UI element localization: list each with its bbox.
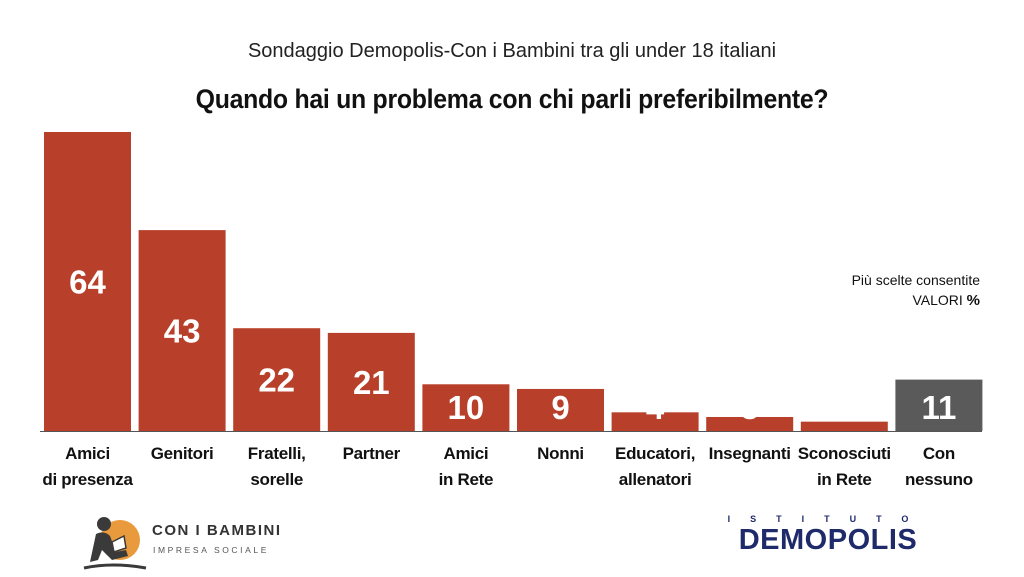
category-label: Partner [321,441,421,467]
bar [800,421,888,431]
con-i-bambini-logo: CON I BAMBINI IMPRESA SOCIALE [82,512,282,572]
category-label-line: Amici [443,444,489,463]
demopolis-wordmark: DEMOPOLIS [738,524,918,556]
bar [895,379,983,431]
category-label: Con nessuno [889,441,989,493]
bar [327,332,415,431]
category-label-line: nessuno [904,470,973,489]
note-multiple-choice: Più scelte consentite [851,272,980,288]
category-label: Amici in Rete [416,441,516,493]
note-values: VALORI % [852,290,980,311]
category-label-line: di presenza [42,470,133,489]
bar-value-label: 22 [258,362,295,399]
chart-subtitle: Sondaggio Demopolis-Con i Bambini tra gl… [247,40,777,62]
category-label: Nonni [511,441,611,467]
category-label-line: Insegnanti [708,444,791,463]
category-label-line: Sconosciuti [797,444,891,463]
con-i-bambini-brand: CON I BAMBINI [152,522,282,539]
category-label: Sconosciuti in Rete [794,441,894,493]
category-label-line: Educatori, [615,444,696,463]
demopolis-istituto: ISTITUTO [727,514,929,524]
bar-value-label: 9 [551,389,569,426]
chart-note: Più scelte consentite VALORI % [852,270,980,311]
bar-value-label: 3 [741,389,759,426]
category-label: Insegnanti [700,441,800,467]
demopolis-logo: ISTITUTO DEMOPOLIS [712,514,944,556]
bar [422,384,510,431]
bar-value-label: 4 [646,389,665,426]
note-values-unit: % [966,292,980,309]
child-reading-icon [83,517,147,570]
category-label: Educatori, allenatori [605,441,705,493]
bar [706,416,794,431]
bar [44,132,131,431]
category-label: Fratelli, sorelle [227,441,327,493]
category-label: Genitori [132,441,232,467]
bar [517,388,604,431]
bar-value-label: 11 [921,389,956,426]
bar-value-label: 21 [353,364,390,401]
bar [611,412,699,431]
category-label-line: Fratelli, [247,444,306,463]
category-label-line: Con [922,444,955,463]
category-label-line: Partner [342,444,401,463]
bar-value-label: 43 [164,313,201,350]
category-label-line: in Rete [817,470,872,489]
con-i-bambini-sub: IMPRESA SOCIALE [153,545,269,555]
bar-value-label: 2 [835,389,853,426]
chart-title: Quando hai un problema con chi parli pre… [195,84,829,114]
category-label-line: in Rete [438,470,494,489]
note-values-prefix: VALORI [912,292,967,308]
bar-value-label: 10 [448,389,485,426]
category-label-line: allenatori [618,470,692,489]
category-label-line: Amici [65,444,110,463]
bar [233,328,321,431]
category-label-line: Nonni [537,444,584,463]
category-label: Amici di presenza [38,441,138,493]
bar-value-label: 64 [69,264,106,301]
bar [138,230,226,431]
category-label-line: sorelle [250,470,304,489]
category-label-line: Genitori [150,444,214,463]
